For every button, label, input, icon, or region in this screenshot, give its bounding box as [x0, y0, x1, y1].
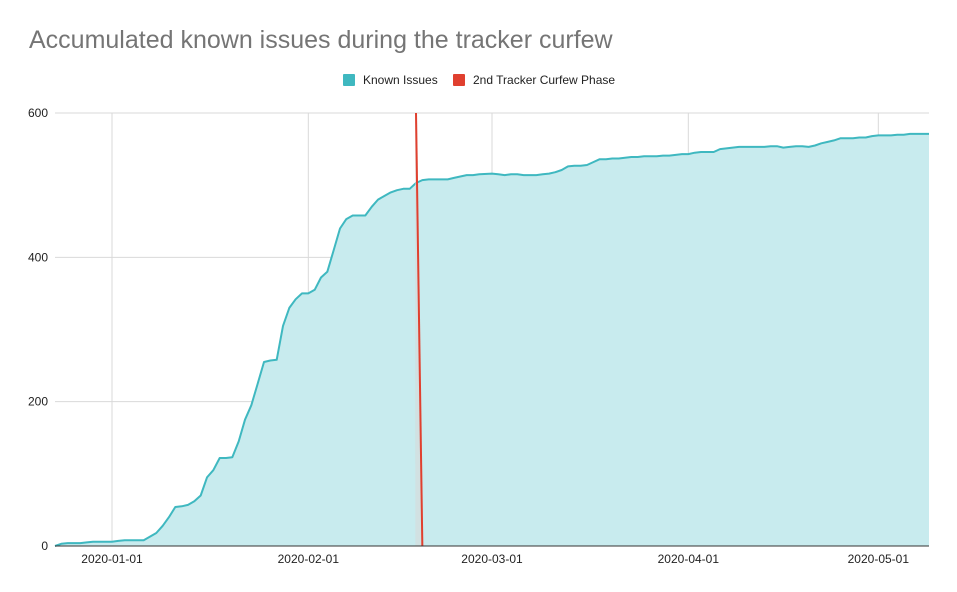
area-fill-known-issues [55, 133, 929, 546]
legend-swatch-curfew-phase [453, 74, 465, 86]
legend-item-known-issues[interactable]: Known Issues [343, 73, 438, 87]
axes: 0 200 400 600 2020-01-01 2020-02-01 2020-03-01… [28, 106, 929, 566]
plot-area [54, 112, 929, 547]
y-tick-label: 0 [41, 539, 48, 553]
legend-label-known-issues: Known Issues [363, 73, 438, 87]
x-tick-label: 2020-04-01 [658, 552, 720, 566]
x-tick-label: 2020-05-01 [848, 552, 910, 566]
y-tick-label: 600 [28, 106, 48, 120]
y-tick-label: 400 [28, 250, 48, 264]
chart-title: Accumulated known issues during the trac… [29, 26, 613, 54]
x-tick-label: 2020-03-01 [461, 552, 523, 566]
series-line-curfew-phase [415, 112, 424, 547]
series-line-known-issues [54, 132, 929, 547]
chart-legend: Known Issues 2nd Tracker Curfew Phase [0, 73, 957, 91]
x-tick-label: 2020-01-01 [81, 552, 143, 566]
x-tick-label: 2020-02-01 [278, 552, 340, 566]
legend-swatch-known-issues [343, 74, 355, 86]
y-tick-label: 200 [28, 395, 48, 409]
legend-label-curfew-phase: 2nd Tracker Curfew Phase [473, 73, 616, 87]
legend-item-curfew-phase[interactable]: 2nd Tracker Curfew Phase [453, 73, 615, 87]
